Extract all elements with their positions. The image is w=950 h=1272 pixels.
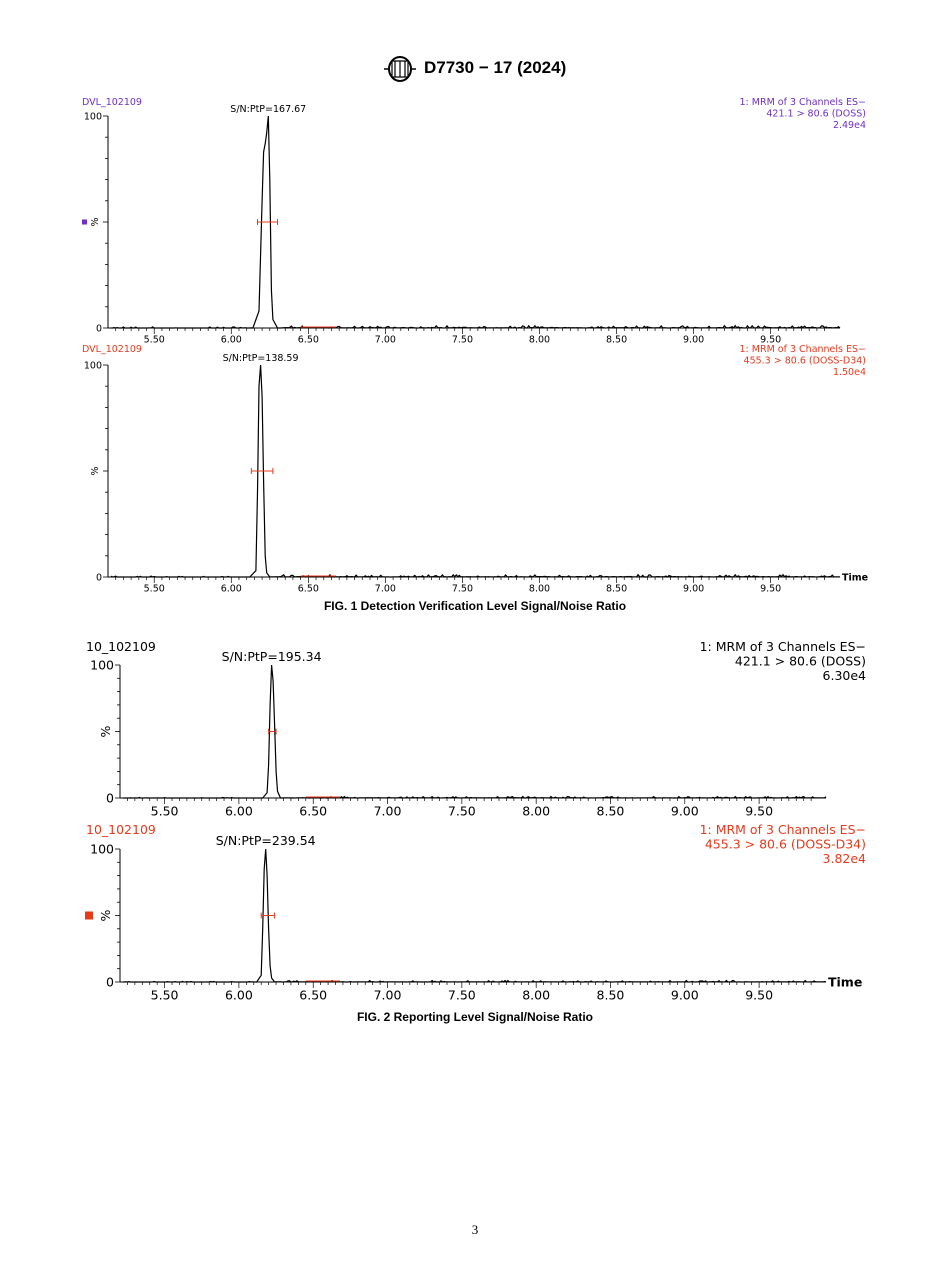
- channel-info-line: 455.3 > 80.6 (DOSS-D34): [744, 356, 866, 367]
- x-tick-label: 7.50: [448, 804, 476, 819]
- chromatogram-fig2-doss-d34: 10_102109 1: MRM of 3 Channels ES−455.3 >…: [85, 822, 867, 1003]
- x-tick-label: 8.50: [597, 988, 625, 1003]
- y-axis-label: %: [98, 725, 113, 737]
- y-tick-label: 0: [96, 572, 102, 583]
- y-axis-label: %: [90, 466, 101, 475]
- x-tick-label: 7.50: [452, 335, 473, 346]
- x-tick-label: 7.50: [448, 988, 476, 1003]
- chromatogram-fig2-doss: 10_102109 1: MRM of 3 Channels ES−421.1 >…: [86, 639, 867, 819]
- channel-marker: [82, 219, 87, 225]
- y-tick-label: 0: [106, 974, 114, 989]
- x-tick-label: 7.50: [452, 584, 473, 595]
- channel-info-line: 3.82e4: [823, 851, 867, 866]
- x-tick-label: 9.50: [745, 988, 773, 1003]
- signal-noise-annotation: S/N:PtP=138.59: [223, 353, 299, 364]
- x-tick-label: 6.50: [298, 335, 319, 346]
- channel-marker: [85, 911, 93, 920]
- x-tick-label: 6.00: [225, 988, 253, 1003]
- signal-trace: [123, 848, 827, 983]
- channel-info-line: 421.1 > 80.6 (DOSS): [735, 654, 866, 669]
- sample-name: 10_102109: [86, 639, 156, 654]
- x-tick-label: 6.00: [221, 335, 242, 346]
- signal-trace: [123, 664, 827, 799]
- y-tick-label: 100: [84, 111, 102, 122]
- x-tick-label: 8.00: [522, 804, 550, 819]
- x-tick-label: 9.00: [671, 804, 699, 819]
- x-tick-label: 5.50: [151, 804, 179, 819]
- x-tick-label: 7.00: [375, 584, 396, 595]
- y-axis-label: %: [90, 217, 101, 226]
- y-tick-label: 0: [96, 323, 102, 334]
- channel-info-line: 6.30e4: [823, 668, 867, 683]
- signal-noise-annotation: S/N:PtP=239.54: [216, 833, 316, 848]
- x-tick-label: 6.00: [221, 584, 242, 595]
- standard-designation: D7730 − 17 (2024): [424, 58, 567, 77]
- astm-logo: [384, 56, 416, 82]
- signal-trace: [111, 115, 841, 329]
- x-axis-label: Time: [842, 572, 868, 583]
- channel-info-line: 2.49e4: [833, 120, 866, 131]
- channel-info-line: 1: MRM of 3 Channels ES−: [700, 639, 866, 654]
- channel-info-line: 1: MRM of 3 Channels ES−: [740, 97, 866, 108]
- page-header: D7730 − 17 (2024): [0, 55, 950, 83]
- channel-info-line: 421.1 > 80.6 (DOSS): [766, 109, 866, 120]
- x-tick-label: 8.00: [529, 335, 550, 346]
- x-tick-label: 9.00: [683, 584, 704, 595]
- page-number: 3: [471, 1222, 479, 1237]
- x-tick-label: 9.00: [683, 335, 704, 346]
- x-tick-label: 9.50: [760, 335, 781, 346]
- x-tick-label: 7.00: [375, 335, 396, 346]
- signal-trace: [110, 364, 841, 578]
- chromatogram-fig1-doss: DVL_102109 1: MRM of 3 Channels ES−421.1 …: [82, 97, 866, 346]
- x-tick-label: 5.50: [144, 584, 165, 595]
- x-tick-label: 8.50: [606, 335, 627, 346]
- x-tick-label: 8.50: [597, 804, 625, 819]
- y-tick-label: 100: [90, 657, 114, 672]
- x-tick-label: 8.50: [606, 584, 627, 595]
- channel-info-line: 1: MRM of 3 Channels ES−: [700, 822, 866, 837]
- x-tick-label: 7.00: [374, 988, 402, 1003]
- channel-info-line: 455.3 > 80.6 (DOSS-D34): [705, 837, 866, 852]
- sample-name: 10_102109: [86, 822, 156, 837]
- x-axis-label: Time: [828, 974, 862, 989]
- x-tick-label: 6.00: [225, 804, 253, 819]
- channel-info-line: 1: MRM of 3 Channels ES−: [740, 344, 866, 355]
- x-tick-label: 8.00: [529, 584, 550, 595]
- sample-name: DVL_102109: [82, 97, 142, 108]
- x-tick-label: 7.00: [374, 804, 402, 819]
- signal-noise-annotation: S/N:PtP=167.67: [230, 104, 306, 115]
- sample-name: DVL_102109: [82, 344, 142, 355]
- x-tick-label: 9.00: [671, 988, 699, 1003]
- y-tick-label: 100: [84, 360, 102, 371]
- x-tick-label: 6.50: [299, 988, 327, 1003]
- x-tick-label: 5.50: [144, 335, 165, 346]
- x-tick-label: 9.50: [760, 584, 781, 595]
- x-tick-label: 8.00: [522, 988, 550, 1003]
- y-tick-label: 0: [106, 790, 114, 805]
- x-tick-label: 5.50: [151, 988, 179, 1003]
- x-tick-label: 6.50: [299, 804, 327, 819]
- y-tick-label: 100: [90, 841, 114, 856]
- figure-2-caption: FIG. 2 Reporting Level Signal/Noise Rati…: [356, 1010, 594, 1024]
- y-axis-label: %: [98, 909, 113, 921]
- x-tick-label: 6.50: [298, 584, 319, 595]
- channel-info-line: 1.50e4: [833, 367, 866, 378]
- x-tick-label: 9.50: [745, 804, 773, 819]
- chromatogram-fig1-doss-d34: DVL_102109 1: MRM of 3 Channels ES−455.3 …: [82, 344, 868, 595]
- signal-noise-annotation: S/N:PtP=195.34: [222, 649, 322, 664]
- figure-1-caption: FIG. 1 Detection Verification Level Sign…: [323, 599, 627, 613]
